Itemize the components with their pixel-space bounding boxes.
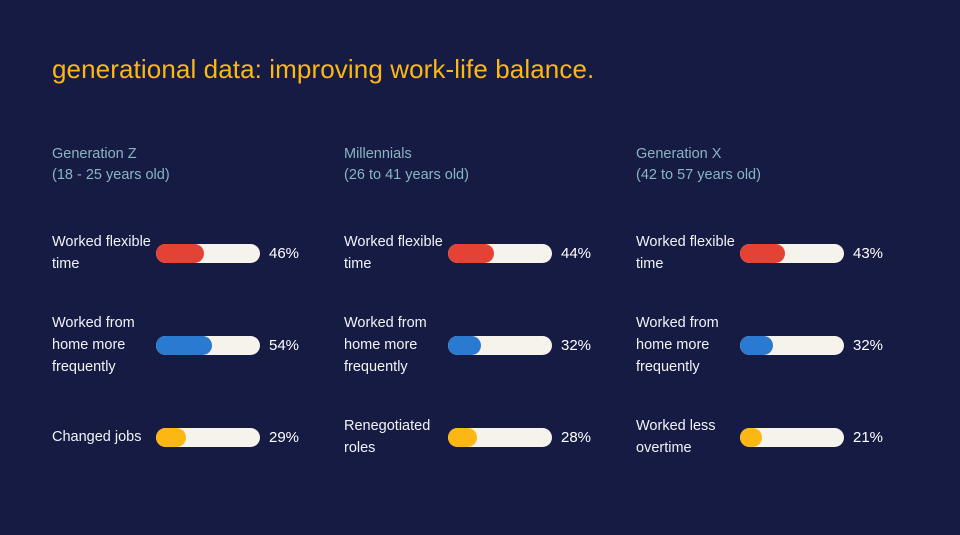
metric-bar: 46% bbox=[156, 243, 300, 263]
bar-fill bbox=[740, 243, 785, 263]
metric-row: Worked less overtime 21% bbox=[636, 394, 918, 480]
bar-fill bbox=[740, 427, 762, 447]
bar-fill bbox=[448, 427, 478, 447]
metric-row: Worked from home more frequently 32% bbox=[344, 296, 626, 394]
page-title: generational data: improving work-life b… bbox=[52, 54, 595, 84]
bar-value: 43% bbox=[853, 244, 884, 262]
metric-bar: 32% bbox=[740, 335, 884, 355]
bar-value: 32% bbox=[853, 336, 884, 354]
generation-columns: Generation Z (18 - 25 years old) Worked … bbox=[52, 144, 928, 480]
metric-row: Worked flexible time 43% bbox=[636, 210, 918, 296]
metric-rows: Worked flexible time 46% Worked from hom… bbox=[52, 210, 334, 480]
metric-label: Worked flexible time bbox=[636, 234, 735, 272]
column-header: Millennials (26 to 41 years old) bbox=[344, 144, 626, 186]
metric-bar: 28% bbox=[448, 427, 592, 447]
metric-bar: 54% bbox=[156, 335, 300, 355]
generation-name: Millennials bbox=[344, 146, 412, 162]
generation-age-range: (18 - 25 years old) bbox=[52, 167, 170, 183]
bar-value: 28% bbox=[561, 428, 592, 446]
bar-track bbox=[740, 243, 844, 263]
bar-value: 32% bbox=[561, 336, 592, 354]
metric-label: Changed jobs bbox=[52, 429, 142, 445]
bar-track bbox=[740, 427, 844, 447]
bar-track bbox=[156, 243, 260, 263]
bar-value: 46% bbox=[269, 244, 300, 262]
metric-label: Worked flexible time bbox=[344, 234, 443, 272]
generation-age-range: (26 to 41 years old) bbox=[344, 167, 469, 183]
metric-row: Worked from home more frequently 32% bbox=[636, 296, 918, 394]
metric-label: Renegotiated roles bbox=[344, 418, 431, 456]
bar-track bbox=[448, 243, 552, 263]
metric-label: Worked from home more frequently bbox=[52, 315, 135, 375]
metric-rows: Worked flexible time 43% Worked from hom… bbox=[636, 210, 918, 480]
bar-fill bbox=[156, 335, 213, 355]
column-header: Generation X (42 to 57 years old) bbox=[636, 144, 918, 186]
bar-value: 21% bbox=[853, 428, 884, 446]
generation-name: Generation X bbox=[636, 146, 722, 162]
bar-fill bbox=[448, 243, 494, 263]
metric-label: Worked flexible time bbox=[52, 234, 151, 272]
generation-column-millennials: Millennials (26 to 41 years old) Worked … bbox=[344, 144, 636, 480]
bar-fill bbox=[448, 335, 482, 355]
bar-track bbox=[156, 427, 260, 447]
bar-track bbox=[156, 335, 260, 355]
bar-track bbox=[740, 335, 844, 355]
metric-bar: 29% bbox=[156, 427, 300, 447]
generation-name: Generation Z bbox=[52, 146, 137, 162]
generation-column-x: Generation X (42 to 57 years old) Worked… bbox=[636, 144, 928, 480]
bar-value: 44% bbox=[561, 244, 592, 262]
bar-fill bbox=[740, 335, 774, 355]
bar-value: 29% bbox=[269, 428, 300, 446]
metric-bar: 44% bbox=[448, 243, 592, 263]
metric-row: Worked flexible time 44% bbox=[344, 210, 626, 296]
column-header: Generation Z (18 - 25 years old) bbox=[52, 144, 334, 186]
bar-fill bbox=[156, 243, 204, 263]
metric-label: Worked less overtime bbox=[636, 418, 716, 456]
bar-track bbox=[448, 335, 552, 355]
metric-bar: 32% bbox=[448, 335, 592, 355]
metric-row: Renegotiated roles 28% bbox=[344, 394, 626, 480]
metric-label: Worked from home more frequently bbox=[344, 315, 427, 375]
metric-row: Worked from home more frequently 54% bbox=[52, 296, 334, 394]
metric-bar: 21% bbox=[740, 427, 884, 447]
bar-value: 54% bbox=[269, 336, 300, 354]
metric-bar: 43% bbox=[740, 243, 884, 263]
metric-label: Worked from home more frequently bbox=[636, 315, 719, 375]
generation-column-z: Generation Z (18 - 25 years old) Worked … bbox=[52, 144, 344, 480]
metric-rows: Worked flexible time 44% Worked from hom… bbox=[344, 210, 626, 480]
metric-row: Worked flexible time 46% bbox=[52, 210, 334, 296]
metric-row: Changed jobs 29% bbox=[52, 394, 334, 480]
bar-track bbox=[448, 427, 552, 447]
generation-age-range: (42 to 57 years old) bbox=[636, 167, 761, 183]
bar-fill bbox=[156, 427, 187, 447]
